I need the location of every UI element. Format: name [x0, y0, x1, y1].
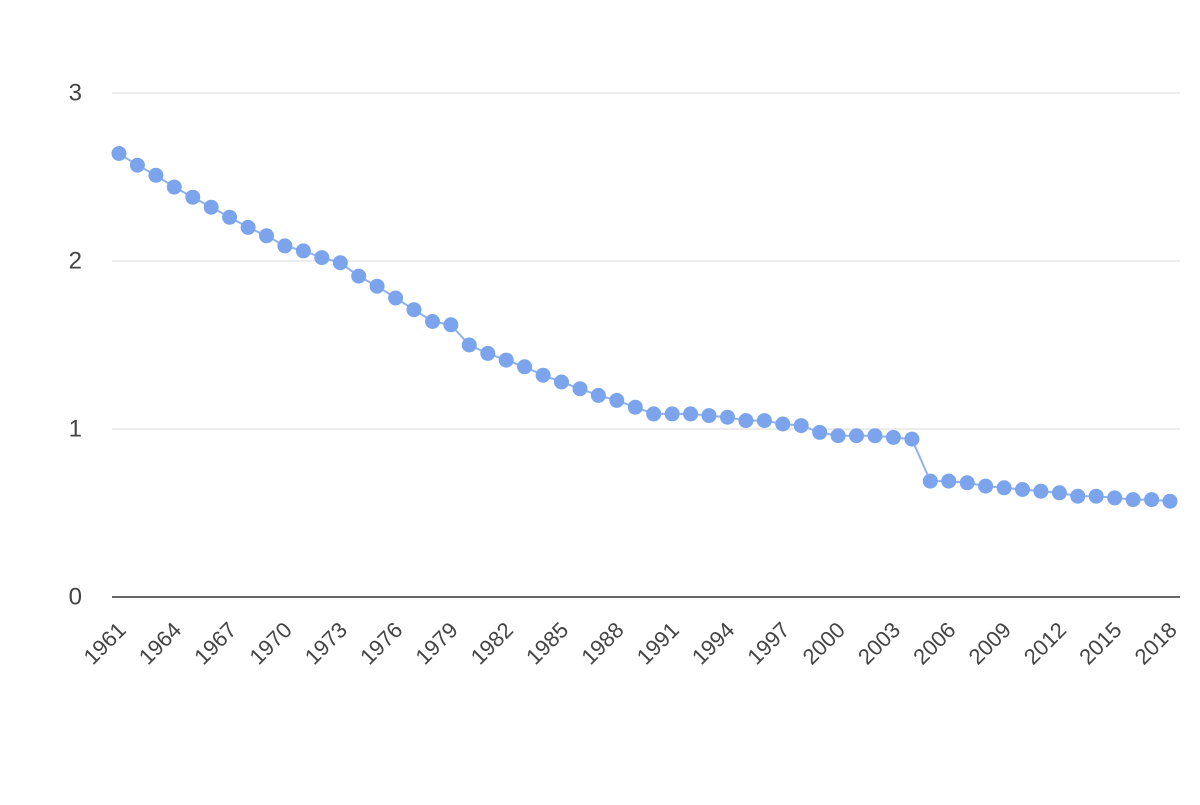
x-tick-label: 2009 [964, 617, 1016, 669]
x-tick-label: 2006 [908, 617, 960, 669]
data-point-2004[interactable] [904, 431, 920, 447]
x-tick-label: 2015 [1074, 617, 1126, 669]
data-point-2003[interactable] [885, 429, 901, 445]
x-tick-label: 1973 [300, 617, 352, 669]
data-point-1969[interactable] [259, 228, 274, 244]
data-point-2006[interactable] [941, 473, 957, 489]
x-tick-label: 1991 [632, 617, 684, 669]
data-point-2017[interactable] [1144, 492, 1160, 508]
data-point-1975[interactable] [369, 278, 385, 294]
data-point-1989[interactable] [627, 399, 643, 415]
data-point-1985[interactable] [554, 374, 569, 390]
y-tick-label: 1 [69, 416, 82, 443]
data-point-1974[interactable] [351, 268, 367, 284]
data-point-1961[interactable] [111, 146, 127, 161]
x-tick-label: 1964 [134, 617, 186, 669]
x-tick-label: 1997 [742, 617, 794, 669]
x-tick-label: 1970 [244, 617, 296, 669]
data-point-1964[interactable] [166, 179, 182, 195]
data-point-1966[interactable] [203, 199, 219, 215]
data-point-1980[interactable] [461, 337, 477, 353]
data-point-1977[interactable] [406, 302, 422, 318]
data-point-1984[interactable] [535, 367, 551, 383]
data-point-1973[interactable] [332, 255, 348, 271]
x-tick-label: 2003 [853, 617, 905, 669]
data-point-2010[interactable] [1015, 482, 1030, 497]
data-point-1996[interactable] [756, 413, 772, 429]
x-tick-label: 1967 [189, 617, 241, 669]
x-tick-label: 2000 [798, 617, 850, 669]
data-point-1994[interactable] [720, 409, 735, 425]
x-tick-label: 1982 [466, 617, 518, 669]
data-point-1971[interactable] [295, 243, 311, 259]
data-point-1992[interactable] [683, 406, 699, 422]
data-point-1965[interactable] [185, 189, 201, 205]
data-point-1986[interactable] [572, 381, 588, 397]
data-point-2018[interactable] [1162, 493, 1178, 509]
data-point-1976[interactable] [388, 290, 404, 306]
x-axis-tick-labels: 1961 1964 1967 1970 1973 1976 1979 1982 1985 1988… [79, 617, 1182, 669]
data-point-1990[interactable] [646, 406, 662, 422]
data-point-1987[interactable] [590, 387, 606, 403]
data-point-1999[interactable] [812, 424, 828, 440]
data-point-2000[interactable] [830, 428, 846, 444]
x-tick-label: 1976 [355, 617, 407, 669]
data-point-1983[interactable] [517, 359, 533, 375]
x-tick-label: 1979 [410, 617, 462, 669]
gridlines [112, 92, 1180, 430]
data-point-1993[interactable] [701, 408, 717, 424]
y-tick-label: 0 [69, 584, 82, 611]
data-point-2008[interactable] [978, 478, 994, 494]
data-point-1982[interactable] [498, 352, 514, 368]
x-tick-label: 1961 [79, 617, 131, 669]
data-point-2011[interactable] [1033, 483, 1049, 499]
data-point-2009[interactable] [996, 480, 1012, 496]
y-axis-tick-labels: 0 1 2 3 [69, 80, 82, 611]
x-tick-label: 2018 [1130, 617, 1182, 669]
data-point-1981[interactable] [480, 345, 496, 361]
data-point-2012[interactable] [1051, 485, 1067, 501]
data-point-1991[interactable] [664, 406, 680, 422]
data-point-1963[interactable] [148, 167, 164, 183]
data-point-1995[interactable] [738, 413, 754, 429]
x-tick-label: 2012 [1019, 617, 1071, 669]
data-point-2014[interactable] [1088, 488, 1104, 504]
data-point-2013[interactable] [1070, 488, 1086, 504]
x-tick-label: 1994 [687, 617, 739, 669]
x-tick-label: 1985 [521, 617, 573, 669]
data-point-1970[interactable] [277, 238, 293, 254]
data-point-2007[interactable] [959, 475, 975, 491]
y-tick-label: 2 [69, 248, 82, 275]
data-point-1968[interactable] [240, 219, 256, 235]
series-line [118, 152, 1171, 503]
data-point-1978[interactable] [425, 314, 440, 329]
data-point-1998[interactable] [793, 418, 809, 434]
series [111, 146, 1178, 509]
data-point-1997[interactable] [775, 416, 791, 432]
data-point-2005[interactable] [922, 473, 938, 489]
data-point-1988[interactable] [609, 392, 625, 408]
data-point-2016[interactable] [1125, 492, 1141, 508]
data-point-2015[interactable] [1107, 490, 1123, 506]
y-tick-label: 3 [69, 80, 82, 107]
data-point-1979[interactable] [443, 317, 459, 333]
data-point-2001[interactable] [849, 428, 864, 444]
x-tick-label: 1988 [576, 617, 628, 669]
data-point-1967[interactable] [222, 209, 238, 225]
data-point-1972[interactable] [314, 250, 330, 266]
data-point-2002[interactable] [867, 428, 883, 444]
data-point-1962[interactable] [129, 157, 145, 173]
